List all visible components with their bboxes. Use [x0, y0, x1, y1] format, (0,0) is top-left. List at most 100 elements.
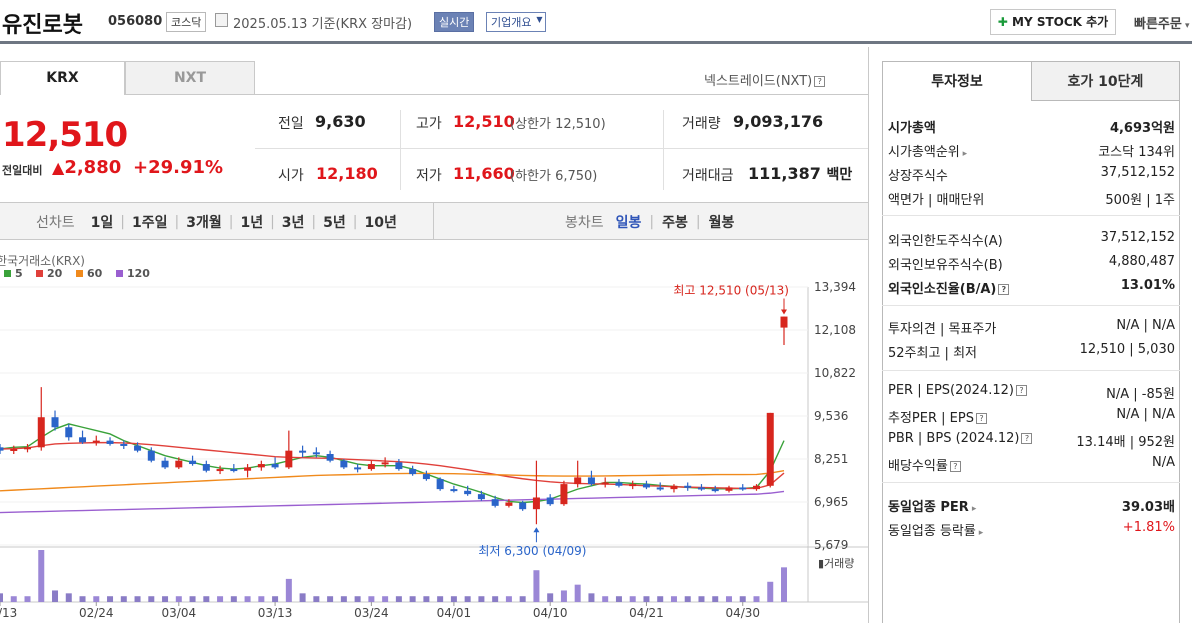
invest-row-label[interactable]: 동일업종 등락률 ▸: [888, 524, 984, 539]
candle-body: [10, 448, 18, 451]
volume-bar: [629, 596, 636, 602]
nxt-link[interactable]: 넥스트레이드(NXT)?: [704, 70, 826, 89]
help-icon[interactable]: ?: [949, 461, 961, 472]
legend-swatch: [4, 270, 11, 277]
tab-invest-info[interactable]: 투자정보: [882, 61, 1032, 101]
my-stock-label: MY STOCK 추가: [1012, 15, 1109, 29]
volume-bar: [65, 593, 72, 602]
candle-body: [601, 482, 609, 485]
candle-body: [134, 445, 142, 451]
volume-bar: [272, 596, 279, 602]
volume-bar: [244, 596, 251, 602]
candle-body: [257, 464, 265, 468]
candle-body: [739, 487, 747, 490]
period-tab-5[interactable]: 5년: [323, 215, 346, 231]
candle-body: [615, 482, 623, 486]
invest-row-label: 외국인보유주식수(B): [888, 258, 1003, 273]
period-tab-6[interactable]: 10년: [364, 215, 397, 231]
period-tab-3[interactable]: 1년: [240, 215, 264, 231]
help-icon[interactable]: ?: [1015, 385, 1027, 396]
price-chart[interactable]: 13,394 12,108 10,822 9,536 8,251 6,965 5,679 한국…: [0, 245, 868, 623]
help-icon[interactable]: ?: [1021, 433, 1033, 444]
volume-bar: [203, 596, 210, 602]
invest-row-value: N/A: [1152, 455, 1175, 470]
period-tab-1[interactable]: 1주일: [131, 215, 168, 231]
period-tab-4[interactable]: 3년: [281, 215, 305, 231]
realtime-badge[interactable]: 실시간: [434, 12, 475, 32]
x-tick-label: 03/13: [258, 606, 293, 620]
candle-body: [711, 489, 719, 492]
y-tick-label: 12,108: [814, 323, 856, 337]
volume-bar: [505, 596, 512, 602]
volume-bar: [340, 596, 347, 602]
y-tick-label: 6,965: [814, 495, 848, 509]
volume-label: ▮거래량: [818, 557, 854, 570]
volume-bar: [327, 596, 334, 602]
invest-divider: [882, 215, 1180, 216]
tab-separator: |: [311, 214, 317, 230]
candle-tab-1[interactable]: 주봉: [662, 215, 688, 231]
volume-bar: [767, 581, 774, 602]
help-icon[interactable]: ?: [975, 413, 987, 424]
candle-body: [244, 467, 252, 471]
volume-bar: [684, 596, 691, 602]
invest-border: [1179, 101, 1180, 623]
x-tick-label: 04/10: [533, 606, 568, 620]
legend-label: 120: [127, 267, 150, 280]
candle-body: [766, 412, 774, 486]
invest-row-label: PER | EPS(2024.12)?: [888, 383, 1027, 398]
invest-row-label: PBR | BPS (2024.12)?: [888, 431, 1033, 446]
invest-row: 52주최고 | 최저 12,510 | 5,030: [888, 342, 1175, 366]
stock-header: 유진로봇 056080 코스닥 2025.05.13 기준(KRX 장마감) 실…: [0, 0, 1192, 44]
chevron-down-icon: ▾: [1181, 21, 1190, 31]
candle-body: [0, 447, 4, 451]
volume-bar: [533, 570, 540, 602]
invest-row: PER | EPS(2024.12)? N/A | -85원: [888, 383, 1175, 407]
tab-separator: |: [228, 214, 234, 230]
volume-bar: [725, 596, 732, 602]
tab-krx[interactable]: KRX: [0, 61, 125, 95]
low-arrow-head: [533, 527, 540, 533]
invest-divider: [882, 305, 1180, 306]
my-stock-add-button[interactable]: ✚ MY STOCK 추가: [990, 9, 1116, 35]
candle-body: [422, 474, 430, 480]
candle-chart-tab[interactable]: 봉차트: [565, 215, 604, 231]
invest-row: 투자의견 | 목표주가 N/A | N/A: [888, 318, 1175, 342]
company-overview-dropdown[interactable]: 기업개요 ▼: [486, 12, 547, 32]
candle-body: [519, 502, 527, 510]
open-value: 12,180: [316, 164, 378, 183]
invest-row: 시가총액 4,693억원: [888, 117, 1175, 141]
volume-bar: [162, 596, 169, 602]
panel-divider: [868, 47, 869, 623]
volume-bar: [382, 596, 389, 602]
change-label: 전일대비: [2, 164, 43, 177]
line-chart-tab[interactable]: 선차트: [36, 215, 75, 231]
high-value: 12,510: [453, 112, 515, 131]
candle-body: [670, 485, 678, 490]
tab-separator: |: [649, 214, 655, 230]
legend-swatch: [116, 270, 123, 277]
nxt-link-label: 넥스트레이드(NXT): [704, 74, 813, 89]
tab-hoga[interactable]: 호가 10단계: [1031, 61, 1180, 101]
help-icon[interactable]: ?: [998, 284, 1010, 295]
candle-body: [120, 443, 128, 446]
quick-order-link[interactable]: 빠른주문 ▾: [1134, 13, 1190, 32]
volume-bar: [148, 596, 155, 602]
invest-row-label: 배당수익률?: [888, 455, 961, 474]
volume-bar: [560, 590, 567, 602]
candle-body: [752, 485, 760, 490]
y-tick-label: 8,251: [814, 452, 848, 466]
candle-tabs: 봉차트 일봉 | 주봉 | 월봉: [565, 212, 734, 232]
volume-bar: [52, 590, 59, 602]
candle-tab-2[interactable]: 월봉: [708, 215, 735, 231]
candle-body: [340, 460, 348, 468]
tab-nxt[interactable]: NXT: [125, 61, 255, 95]
quote-divider: [255, 148, 868, 149]
stock-code: 056080: [108, 14, 163, 29]
invest-row-label[interactable]: 시가총액순위 ▸: [888, 145, 968, 160]
candle-tab-0[interactable]: 일봉: [615, 215, 642, 231]
candle-body: [629, 484, 637, 487]
invest-row-label[interactable]: 동일업종 PER ▸: [888, 500, 977, 515]
period-tab-2[interactable]: 3개월: [186, 215, 222, 231]
period-tab-0[interactable]: 1일: [90, 215, 114, 231]
